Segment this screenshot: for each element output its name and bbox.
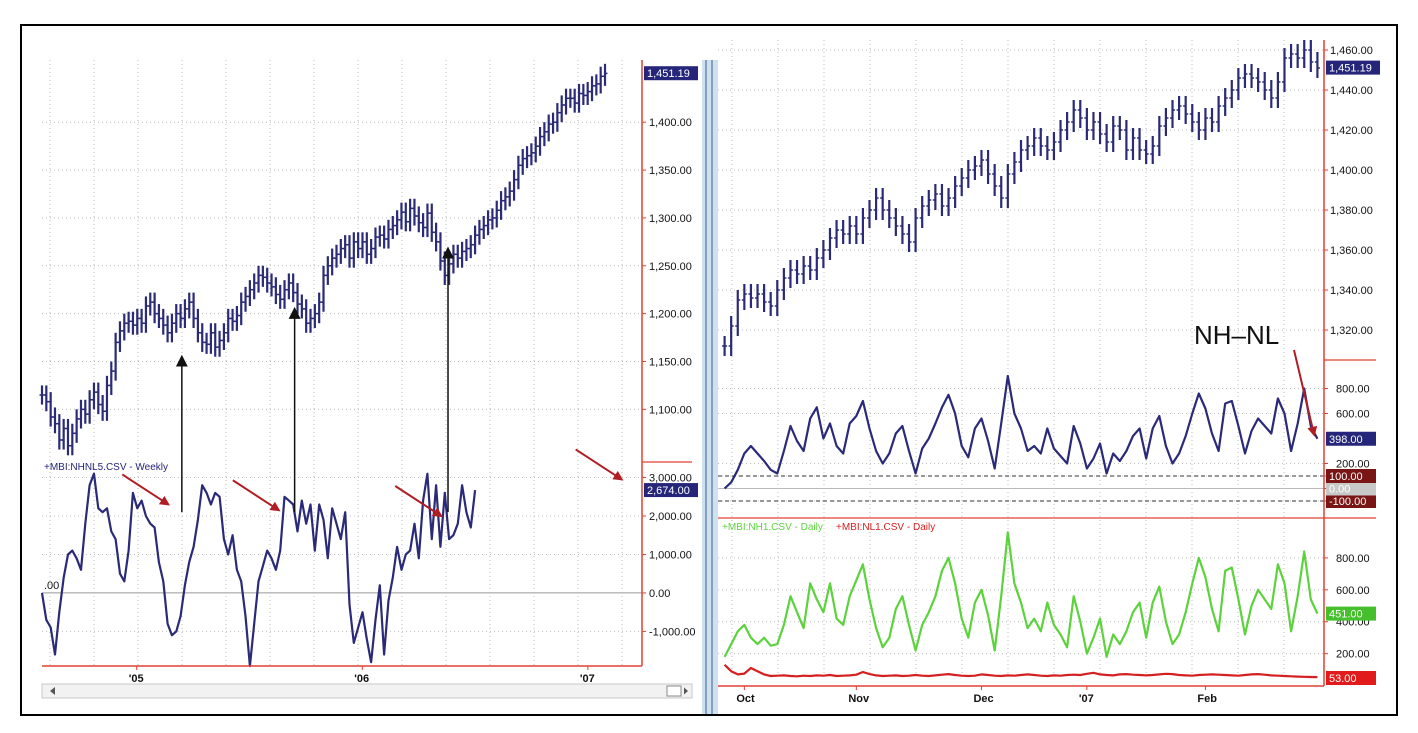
x-tick-label: '05 <box>129 673 144 685</box>
y-tick-label: 1,350.00 <box>649 165 692 177</box>
y-tick-label: 1,300.00 <box>649 213 692 225</box>
y-tick-label: 0.00 <box>649 588 670 600</box>
red-arrow <box>121 473 170 506</box>
red-arrow <box>1293 349 1318 437</box>
new-lows-line <box>723 664 1318 679</box>
annotation-layer <box>121 246 1318 518</box>
y-tick-label: 2,000.00 <box>649 511 692 523</box>
nh-series-label: +MBI:NH1.CSV - Daily <box>722 522 823 533</box>
nl-series-label: +MBI:NL1.CSV - Daily <box>836 522 935 533</box>
price-last-value-tag-bg <box>644 66 698 81</box>
indicator-last-value-tag-bg <box>644 483 698 498</box>
price-last-value-tag: 1,451.19 <box>1329 63 1372 75</box>
level-tag: -100.00 <box>1329 496 1366 508</box>
axes-layer: 1,100.00 1,150.00 1,200.00 1,250.00 1,300.00… <box>42 40 1380 705</box>
nhnl-weekly-line <box>40 472 477 668</box>
level-tag-bg <box>1326 481 1376 496</box>
price-last-value-tag-bg <box>1326 60 1380 75</box>
y-tick-label: 3,000.00 <box>649 473 692 485</box>
scroll-right-icon[interactable] <box>684 687 688 695</box>
x-tick-label: '07 <box>580 673 595 685</box>
horizontal-scrollbar[interactable] <box>41 683 693 699</box>
chart-canvas: +MBI:NHNL5.CSV - Weekly +MBI:NH1.CSV - Da… <box>39 40 1380 714</box>
y-tick-label: 1,100.00 <box>649 404 692 416</box>
x-tick-label: Nov <box>848 693 870 705</box>
x-tick-label: '06 <box>354 673 369 685</box>
nl-last-value-tag-bg <box>1326 671 1376 685</box>
y-tick-label: 1,440.00 <box>1330 85 1373 97</box>
y-tick-label: 1,200.00 <box>649 309 692 321</box>
nl-last-value-tag: 53.00 <box>1329 673 1357 685</box>
level-tag: 0.00 <box>1329 484 1350 496</box>
y-tick-label: 600.00 <box>1336 585 1370 597</box>
y-tick-label: 600.00 <box>1336 409 1370 421</box>
x-tick-label: Feb <box>1197 693 1217 705</box>
x-tick-label: Dec <box>973 693 993 705</box>
y-tick-label: 200.00 <box>1336 649 1370 661</box>
y-tick-label: 1,360.00 <box>1330 245 1373 257</box>
x-tick-label: '07 <box>1079 693 1094 705</box>
y-tick-label: 1,420.00 <box>1330 125 1373 137</box>
y-tick-label: 1,460.00 <box>1330 45 1373 57</box>
y-tick-label: 1,380.00 <box>1330 205 1373 217</box>
grid-layer <box>42 40 1324 676</box>
red-arrow <box>232 479 281 512</box>
nhnl-daily-line <box>723 374 1319 490</box>
nhnl-last-value-tag-bg <box>1326 431 1376 446</box>
level-tag-bg <box>1326 469 1376 483</box>
y-tick-label: 1,150.00 <box>649 357 692 369</box>
new-highs-line <box>723 531 1319 659</box>
indicator-last-value-tag: 2,674.00 <box>647 485 690 497</box>
indicator-series-label: +MBI:NHNL5.CSV - Weekly <box>44 462 168 473</box>
panel-divider[interactable] <box>702 60 718 714</box>
y-tick-label: 1,400.00 <box>1330 165 1373 177</box>
nh-last-value-tag-bg <box>1326 606 1376 621</box>
zero-stub-label: .00 <box>44 580 59 592</box>
chart-frame: +MBI:NHNL5.CSV - Weekly +MBI:NH1.CSV - Da… <box>20 24 1398 716</box>
y-tick-label: 1,320.00 <box>1330 325 1373 337</box>
level-tag: 100.00 <box>1329 471 1363 483</box>
nh-nl-annotation: NH–NL <box>1194 320 1279 350</box>
y-tick-label: 1,000.00 <box>649 549 692 561</box>
y-tick-label: 200.00 <box>1336 459 1370 471</box>
y-tick-label: 800.00 <box>1336 553 1370 565</box>
red-arrow <box>394 485 443 518</box>
scroll-thumb[interactable] <box>666 685 682 697</box>
nhnl-last-value-tag: 398.00 <box>1329 434 1363 446</box>
y-tick-label: 800.00 <box>1336 384 1370 396</box>
price-last-value-tag: 1,451.19 <box>647 68 690 80</box>
red-arrow <box>575 448 624 481</box>
scroll-left-icon[interactable] <box>50 687 55 695</box>
y-tick-label: 1,400.00 <box>649 117 692 129</box>
level-tag-bg <box>1326 494 1376 508</box>
y-tick-label: -1,000.00 <box>649 626 695 638</box>
nh-last-value-tag: 451.00 <box>1329 609 1363 621</box>
y-tick-label: 1,250.00 <box>649 261 692 273</box>
panel-structure <box>41 60 718 714</box>
y-tick-label: 1,340.00 <box>1330 285 1373 297</box>
x-tick-label: Oct <box>736 693 755 705</box>
data-layer: +MBI:NHNL5.CSV - Weekly +MBI:NH1.CSV - Da… <box>39 40 1324 679</box>
